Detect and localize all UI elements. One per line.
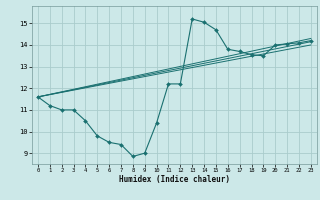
X-axis label: Humidex (Indice chaleur): Humidex (Indice chaleur) (119, 175, 230, 184)
